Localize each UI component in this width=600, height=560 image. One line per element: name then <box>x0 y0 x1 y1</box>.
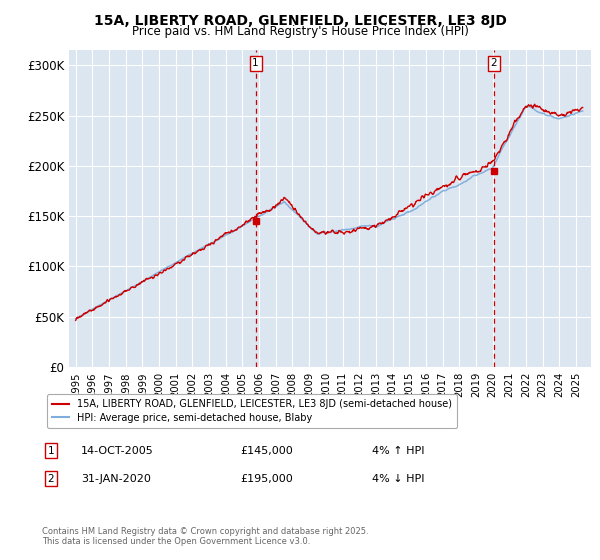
Text: 1: 1 <box>47 446 55 456</box>
Text: Price paid vs. HM Land Registry's House Price Index (HPI): Price paid vs. HM Land Registry's House … <box>131 25 469 38</box>
Text: 4% ↑ HPI: 4% ↑ HPI <box>372 446 425 456</box>
Text: £195,000: £195,000 <box>240 474 293 484</box>
Text: 15A, LIBERTY ROAD, GLENFIELD, LEICESTER, LE3 8JD: 15A, LIBERTY ROAD, GLENFIELD, LEICESTER,… <box>94 14 506 28</box>
Text: 2: 2 <box>491 58 497 68</box>
Legend: 15A, LIBERTY ROAD, GLENFIELD, LEICESTER, LE3 8JD (semi-detached house), HPI: Ave: 15A, LIBERTY ROAD, GLENFIELD, LEICESTER,… <box>47 394 457 428</box>
Text: 2: 2 <box>47 474 55 484</box>
Text: 4% ↓ HPI: 4% ↓ HPI <box>372 474 425 484</box>
Text: £145,000: £145,000 <box>240 446 293 456</box>
Text: 31-JAN-2020: 31-JAN-2020 <box>81 474 151 484</box>
Text: Contains HM Land Registry data © Crown copyright and database right 2025.
This d: Contains HM Land Registry data © Crown c… <box>42 526 368 546</box>
Text: 1: 1 <box>253 58 259 68</box>
Text: 14-OCT-2005: 14-OCT-2005 <box>81 446 154 456</box>
